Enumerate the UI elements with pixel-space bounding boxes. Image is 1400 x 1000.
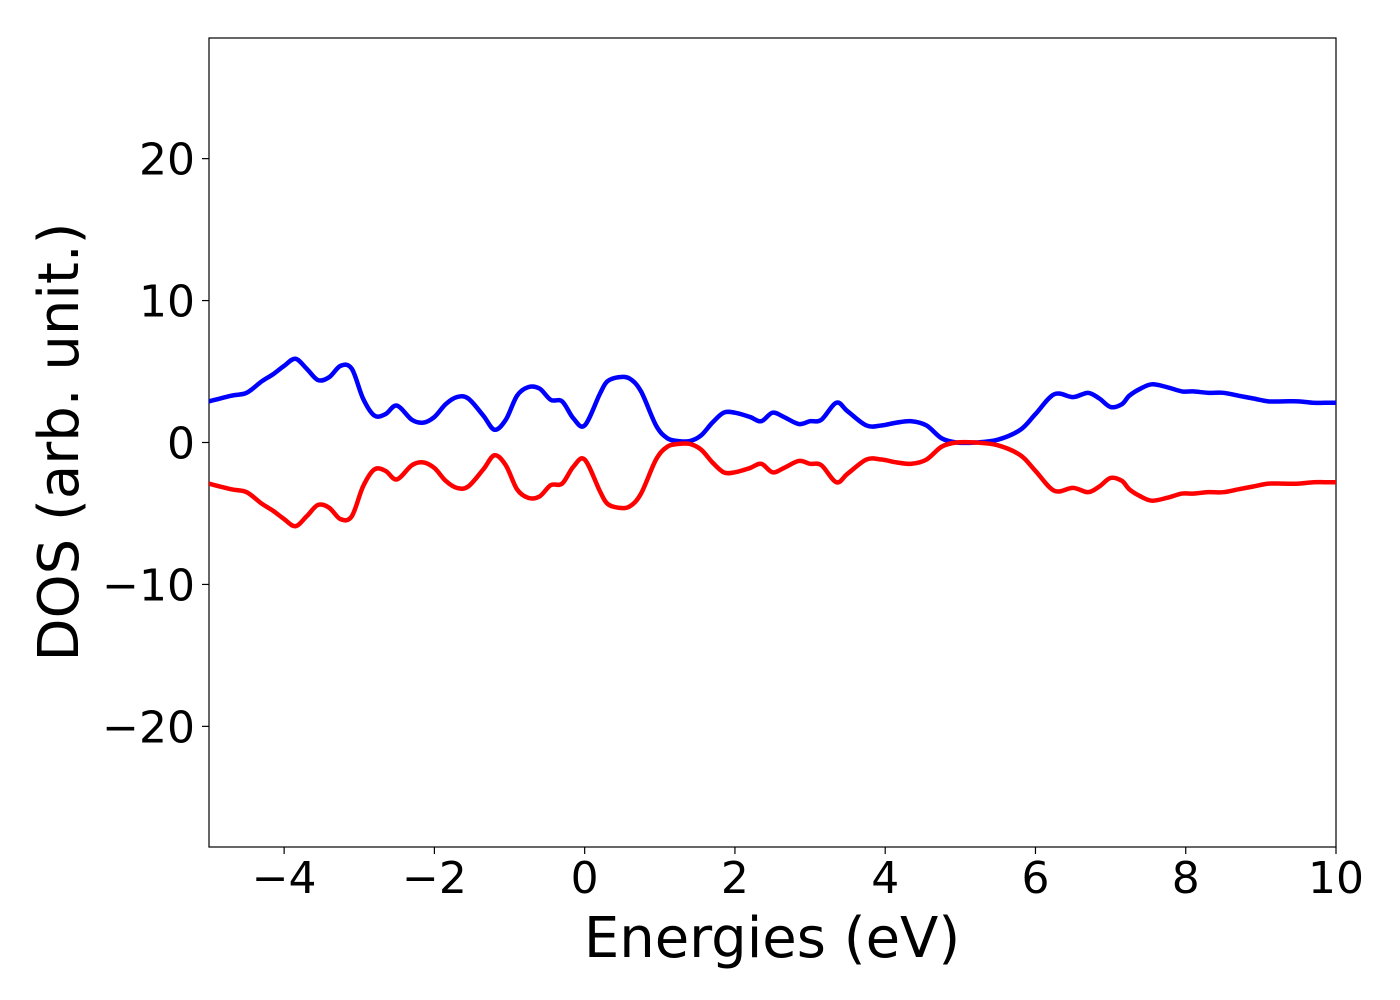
y-axis-title: DOS (arb. unit.) (27, 222, 92, 661)
y-tick-label: 10 (139, 277, 195, 328)
x-tick-label: 6 (1021, 853, 1049, 904)
x-tick-label: 4 (871, 853, 899, 904)
x-tick-label: 0 (571, 853, 599, 904)
plot-area (208, 37, 1337, 848)
x-tick-label: 2 (721, 853, 749, 904)
series-line-1 (209, 356, 1336, 446)
x-tick-label: −4 (252, 853, 317, 904)
y-tick-label: −10 (102, 560, 195, 611)
y-tick-label: 20 (139, 135, 195, 186)
x-axis-title: Energies (eV) (584, 906, 960, 971)
y-tick-label: 0 (167, 419, 195, 470)
x-tick-label: 10 (1308, 853, 1364, 904)
x-tick-label: −2 (402, 853, 467, 904)
series-layer (209, 356, 1336, 529)
series-line-2 (209, 439, 1336, 529)
y-axis: 20 10 0 −10 −20 (102, 135, 209, 753)
plot-frame (208, 37, 1337, 848)
x-axis: −4 −2 0 2 4 6 8 10 (252, 847, 1364, 904)
y-tick-label: −20 (102, 702, 195, 753)
x-tick-label: 8 (1172, 853, 1200, 904)
